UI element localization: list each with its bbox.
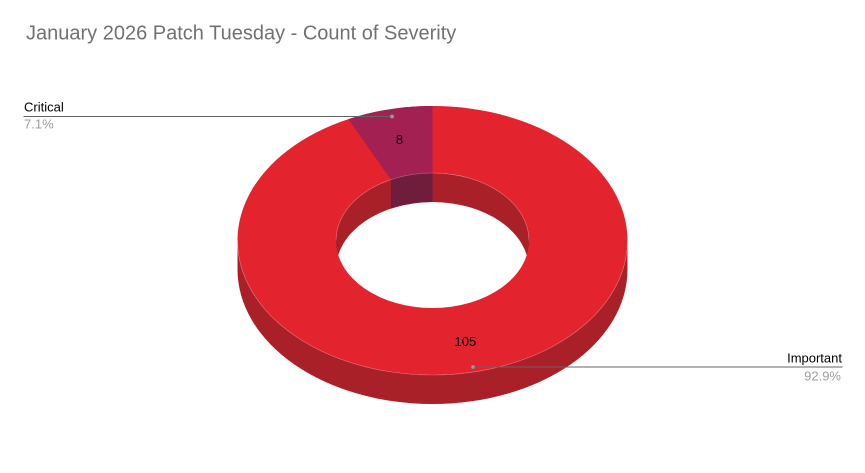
svg-text:January 2026 Patch Tuesday - C: January 2026 Patch Tuesday - Count of Se… [26, 22, 456, 44]
svg-text:7.1%: 7.1% [24, 117, 54, 132]
svg-text:Important: Important [787, 351, 842, 366]
svg-text:8: 8 [396, 132, 403, 147]
svg-text:105: 105 [455, 334, 477, 349]
svg-text:Critical: Critical [24, 99, 64, 114]
svg-text:92.9%: 92.9% [804, 368, 841, 383]
